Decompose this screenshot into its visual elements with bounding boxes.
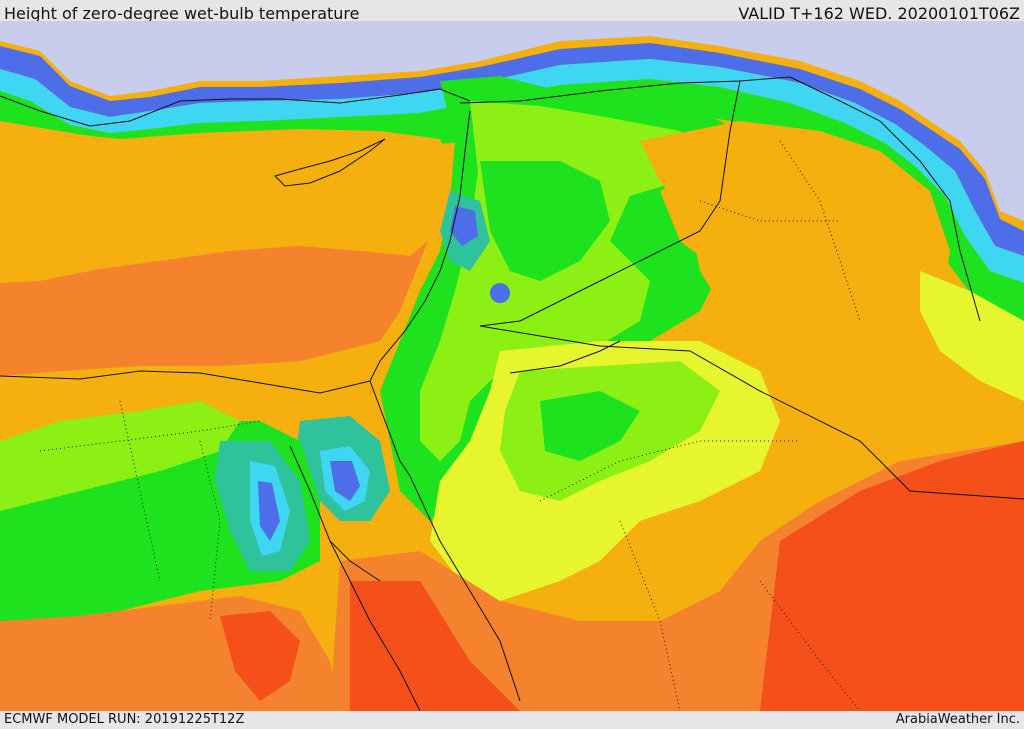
dotted-iraq-provinces [699,140,861,322]
border-red-sea-east [409,475,521,702]
border-red-sea-west [329,540,421,711]
weather-map [0,21,1024,711]
model-run-label: ECMWF MODEL RUN: 20191225T12Z [4,712,245,727]
field-blue-golan [490,283,510,303]
field-yellow-east [920,271,1024,401]
field-lightgreen-egypt [0,401,240,511]
field-gold-iraq [640,121,950,361]
field-green-syria [480,161,610,281]
border-jordan-saudi [509,340,621,374]
border-egypt-coast [0,370,371,394]
country-borders [0,76,1024,711]
field-red-south [350,581,520,711]
border-coast-levant [369,110,471,382]
border-syria-iraq [479,80,741,327]
field-red-redsea-west [220,611,300,701]
border-cyprus [274,138,386,187]
field-blue-sinai [330,461,360,501]
border-sinai-israel [369,380,411,477]
field-blue-north [0,43,1024,256]
dotted-egypt-governorates [39,400,261,622]
map-canvas [0,21,1024,711]
field-darkorange-med-south [0,246,410,376]
map-title: Height of zero-degree wet-bulb temperatu… [4,4,360,23]
field-green-arabia [540,391,640,461]
border-jordan [479,325,1024,500]
province-borders [39,140,861,711]
field-blue-lebanon [450,206,478,246]
field-red-east [760,441,1024,711]
credit-label: ArabiaWeather Inc. [895,712,1020,727]
border-turkey-coast [0,88,471,127]
field-cyan-north [0,59,1024,283]
valid-time: VALID T+162 WED. 20200101T06Z [738,4,1020,23]
field-blue-egypt [258,481,280,541]
field-lavender-north [0,21,1024,221]
dotted-saudi-provinces [539,440,861,711]
border-iraq-iran [789,76,981,322]
border-turkey-syria [459,76,791,104]
